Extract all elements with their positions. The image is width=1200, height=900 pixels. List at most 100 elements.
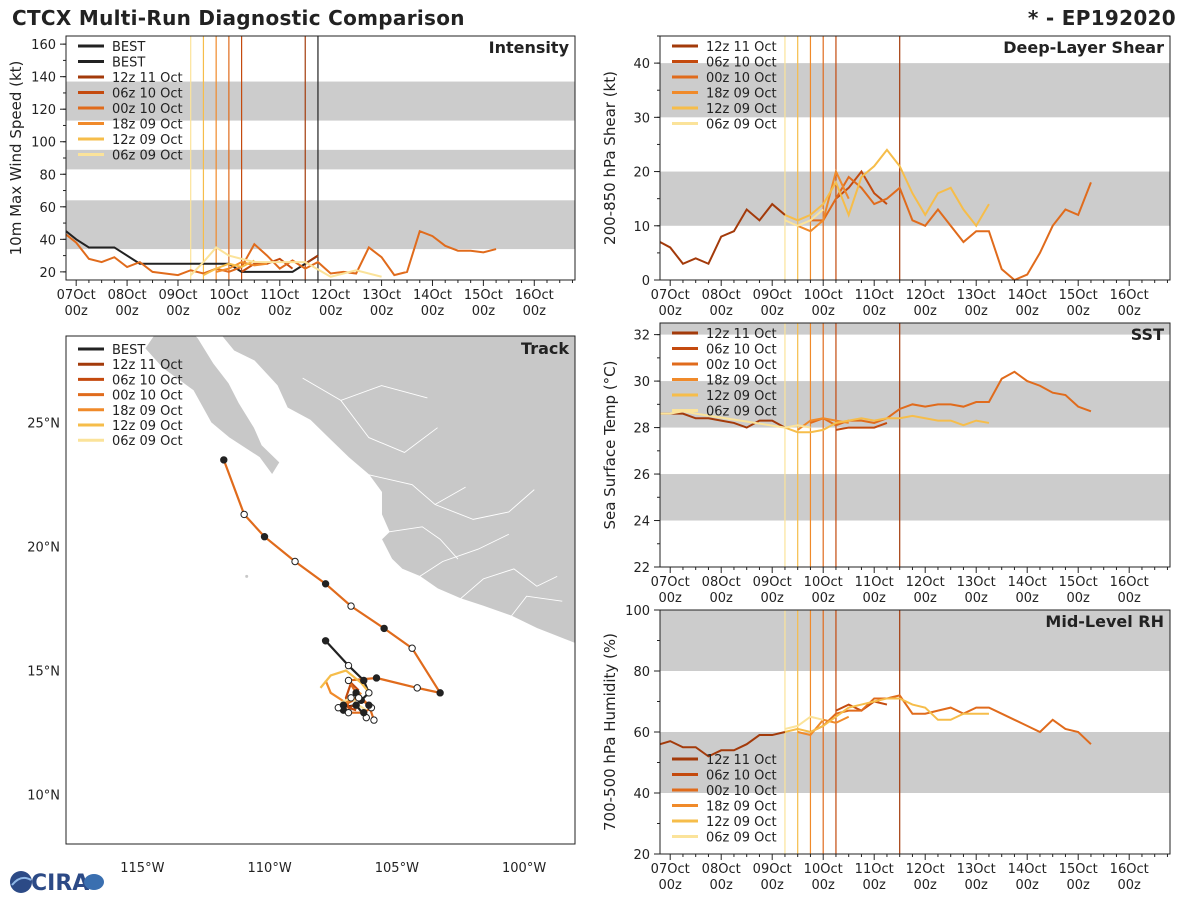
rh-series-line (659, 731, 786, 758)
state-border (511, 595, 563, 617)
intensity-xtick-label: 09Oct (158, 288, 197, 303)
track-marker (354, 694, 363, 702)
rh-xtick-label: 09Oct (753, 862, 792, 877)
intensity-xtick-sublabel: 00z (472, 304, 496, 319)
track-ytick-label: 10°N (27, 788, 60, 803)
sst-xtick-sublabel: 00z (710, 591, 734, 606)
shear-shaded-band (660, 63, 1170, 118)
intensity-xtick-sublabel: 00z (370, 304, 394, 319)
sst-shaded-band (660, 474, 1170, 521)
sst-xtick-label: 10Oct (804, 575, 843, 590)
intensity-xtick-label: 13Oct (362, 288, 401, 303)
intensity-xtick-sublabel: 00z (64, 304, 88, 319)
intensity-series-line (189, 246, 382, 278)
intensity-series-line (65, 230, 319, 273)
shear-xtick-sublabel: 00z (863, 304, 887, 319)
shear-xtick-label: 07Oct (651, 288, 690, 303)
track-legend-label: 18z 09 Oct (112, 404, 183, 419)
shear-xtick-label: 12Oct (906, 288, 945, 303)
rh-xtick-sublabel: 00z (965, 878, 989, 893)
rh-panel-title: Mid-Level RH (1045, 612, 1164, 631)
track-marker (380, 624, 388, 633)
sst-xtick-label: 13Oct (957, 575, 996, 590)
intensity-xtick-sublabel: 00z (421, 304, 445, 319)
sst-shaded-band (660, 323, 1170, 335)
shear-ytick-label: 30 (633, 111, 650, 126)
rh-legend-label: 06z 09 Oct (706, 831, 777, 846)
sst-legend-label: 06z 09 Oct (706, 405, 777, 420)
track-legend-label: 06z 09 Oct (112, 434, 183, 449)
intensity-xtick-label: 16Oct (515, 288, 554, 303)
shear-xtick-label: 11Oct (855, 288, 894, 303)
track-marker (347, 602, 355, 610)
state-border (389, 526, 459, 560)
track-series-line (319, 669, 373, 697)
shear-ylabel: 200-850 hPa Shear (kt) (601, 71, 619, 245)
track-legend-label: BEST (112, 343, 145, 358)
shear-xtick-sublabel: 00z (1067, 304, 1091, 319)
rh-legend-label: 12z 11 Oct (706, 753, 777, 768)
shear-legend-label: 12z 11 Oct (706, 40, 777, 55)
sst-series-line (835, 421, 888, 431)
rh-legend-label: 18z 09 Oct (706, 800, 777, 815)
intensity-xtick-sublabel: 00z (319, 304, 343, 319)
track-panel: 115°W 110°W 105°W 100°W 10°N 15°N 20°N 25°N Trac… (27, 335, 576, 876)
sst-xtick-label: 12Oct (906, 575, 945, 590)
track-xtick-label: 100°W (502, 861, 546, 876)
track-legend-label: 12z 11 Oct (112, 358, 183, 373)
rh-legend-label: 06z 10 Oct (706, 769, 777, 784)
intensity-series-line (65, 229, 497, 277)
rh-xtick-label: 07Oct (651, 862, 690, 877)
sst-ytick-label: 22 (633, 561, 650, 576)
track-ytick-label: 25°N (27, 417, 60, 432)
rh-xtick-sublabel: 00z (1118, 878, 1142, 893)
intensity-legend-label: 06z 09 Oct (112, 149, 183, 164)
sst-legend-label: 12z 09 Oct (706, 389, 777, 404)
intensity-legend-label: 12z 11 Oct (112, 71, 183, 86)
intensity-xtick-label: 10Oct (209, 288, 248, 303)
intensity-ylabel: 10m Max Wind Speed (kt) (7, 61, 25, 256)
state-border (368, 474, 466, 506)
intensity-legend-label: 06z 10 Oct (112, 87, 183, 102)
intensity-panel-title: Intensity (489, 38, 570, 57)
intensity-series-line (215, 261, 268, 273)
state-border (340, 400, 438, 453)
track-marker (365, 701, 373, 709)
sst-xtick-label: 14Oct (1008, 575, 1047, 590)
shear-xtick-sublabel: 00z (1118, 304, 1142, 319)
sst-xtick-sublabel: 00z (1067, 591, 1091, 606)
intensity-xtick-label: 14Oct (413, 288, 452, 303)
track-marker (352, 701, 360, 709)
intensity-ytick-label: 100 (31, 136, 56, 151)
intensity-xtick-sublabel: 00z (523, 304, 547, 319)
rh-xtick-sublabel: 00z (1016, 878, 1040, 893)
track-frame (65, 335, 576, 845)
rh-xtick-sublabel: 00z (914, 878, 938, 893)
track-marker (436, 689, 444, 697)
shear-ytick-label: 20 (633, 166, 650, 181)
rh-xtick-sublabel: 00z (659, 878, 683, 893)
intensity-xtick-label: 07Oct (57, 288, 96, 303)
shear-panel: 01020304007Oct00z08Oct00z09Oct00z10Oct00… (601, 35, 1171, 319)
sst-series-line (810, 370, 1092, 427)
sst-xtick-label: 15Oct (1059, 575, 1098, 590)
logo-text: CIRA (31, 871, 89, 896)
sst-xtick-sublabel: 00z (863, 591, 887, 606)
track-marker (260, 533, 269, 541)
track-series-line (340, 696, 367, 712)
shear-xtick-label: 13Oct (957, 288, 996, 303)
rh-xtick-label: 13Oct (957, 862, 996, 877)
intensity-ytick-label: 80 (39, 168, 56, 183)
track-panel-title: Track (521, 339, 569, 358)
sst-plot-area (660, 323, 1170, 567)
sst-xtick-sublabel: 00z (914, 591, 938, 606)
sst-xtick-sublabel: 00z (761, 591, 785, 606)
rh-panel: 2040608010007Oct00z08Oct00z09Oct00z10Oct… (601, 604, 1171, 893)
sst-legend-label: 00z 10 Oct (706, 358, 777, 373)
shear-xtick-sublabel: 00z (761, 304, 785, 319)
track-marker (347, 694, 355, 702)
shear-xtick-sublabel: 00z (965, 304, 989, 319)
baja-california (144, 336, 281, 476)
shear-xtick-label: 16Oct (1110, 288, 1149, 303)
rh-ytick-label: 100 (625, 604, 650, 619)
